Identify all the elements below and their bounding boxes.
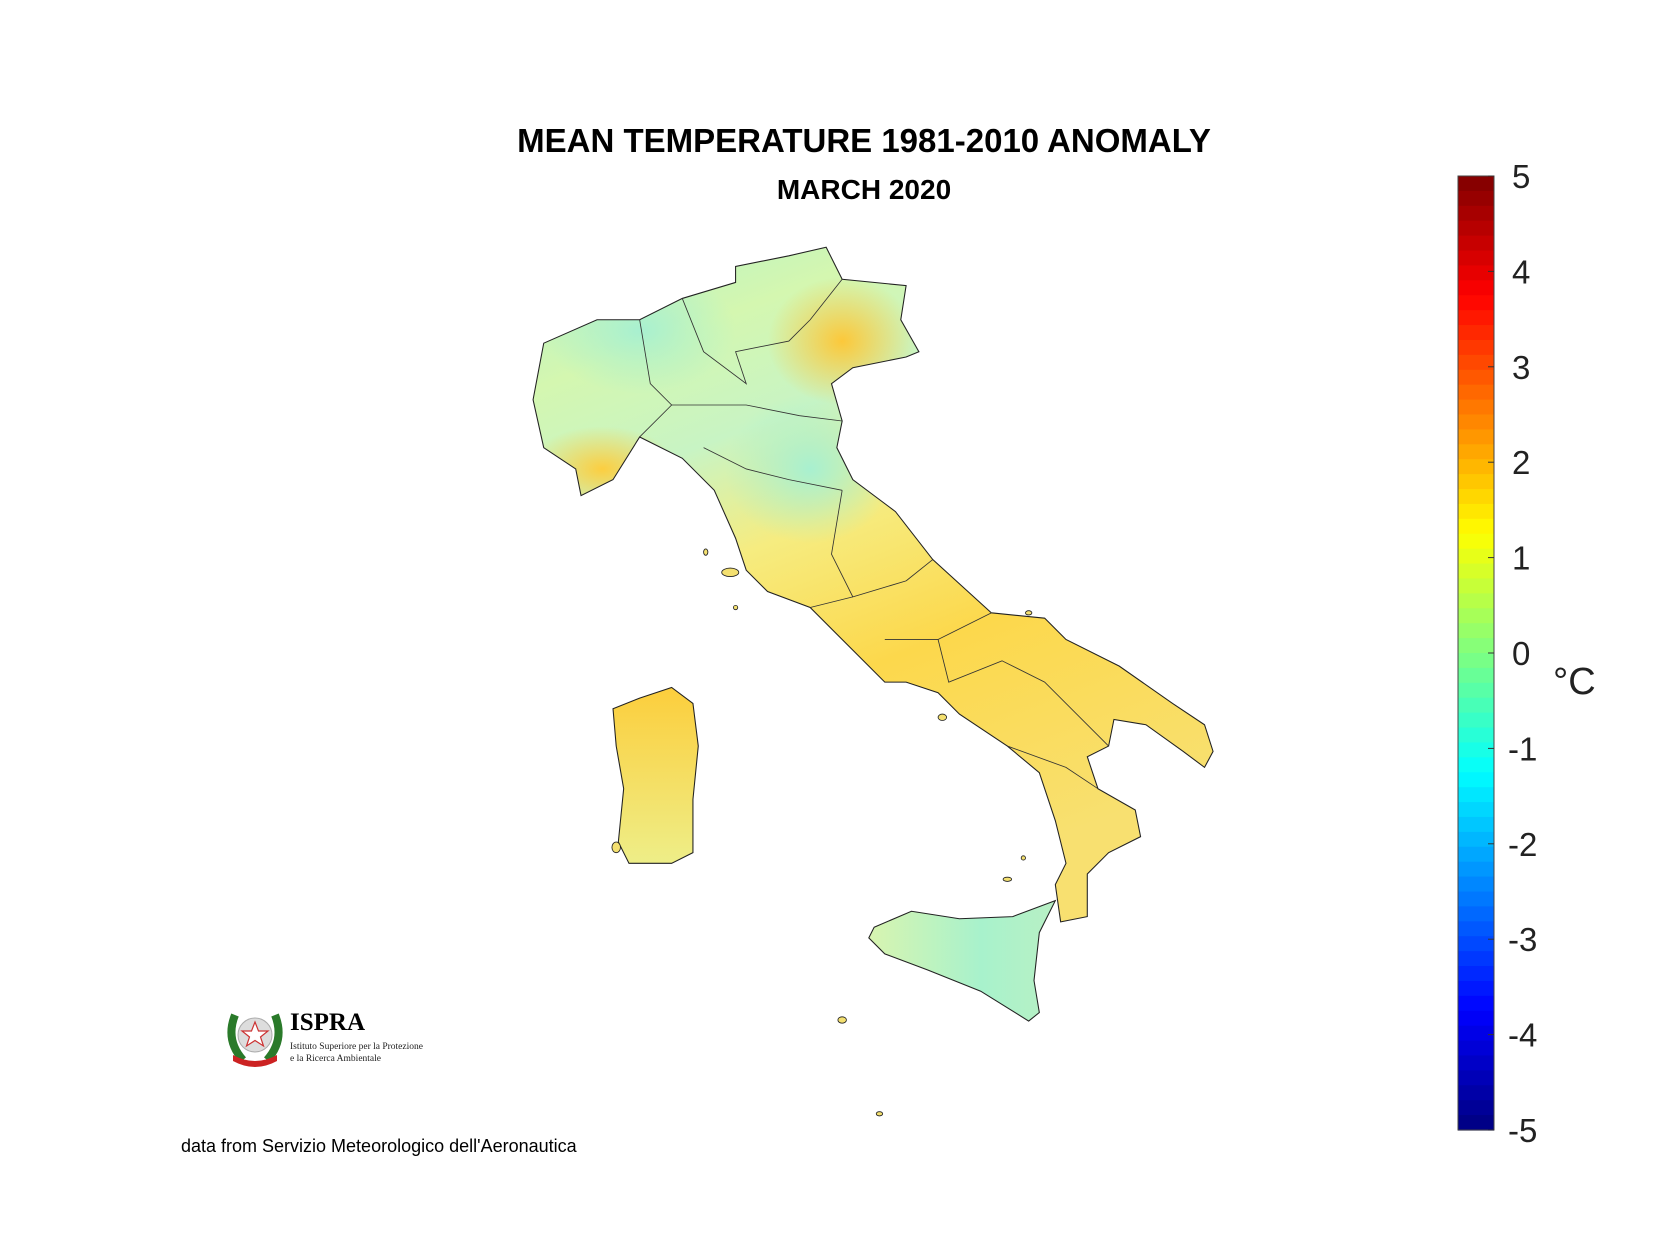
colorbar-tick-label: -5	[1508, 1112, 1537, 1149]
colorbar-segment	[1458, 712, 1494, 729]
colorbar-segment	[1458, 1085, 1494, 1101]
colorbar-segment	[1458, 831, 1494, 848]
colorbar-segment	[1458, 489, 1494, 505]
colorbar-segment	[1458, 638, 1494, 654]
colorbar-segment	[1458, 1055, 1494, 1071]
colorbar-segment	[1458, 1010, 1494, 1027]
colorbar-segment	[1458, 578, 1494, 594]
region-borders	[639, 278, 1109, 790]
colorbar-tick-label: -1	[1508, 730, 1537, 767]
colorbar-tick-label: -3	[1508, 921, 1537, 958]
ispra-logo: ISPRA Istituto Superiore per la Protezio…	[225, 1005, 455, 1075]
colorbar-segment	[1458, 1040, 1494, 1057]
colorbar-segment	[1458, 816, 1494, 833]
colorbar-segment	[1458, 742, 1494, 758]
colorbar-segment	[1458, 429, 1494, 445]
colorbar-segment	[1458, 667, 1494, 684]
colorbar-segment	[1458, 265, 1494, 281]
colorbar-segment	[1458, 772, 1494, 788]
colorbar-segment	[1458, 503, 1494, 520]
colorbar-segment	[1458, 384, 1494, 401]
colorbar-segment	[1458, 846, 1494, 863]
logo-line2: e la Ricerca Ambientale	[290, 1054, 381, 1064]
colorbar-segment	[1458, 354, 1494, 371]
colorbar-segment	[1458, 921, 1494, 937]
colorbar-segment	[1458, 414, 1494, 431]
colorbar-segment	[1458, 548, 1494, 565]
colorbar-strip	[1458, 176, 1494, 1131]
colorbar-segment	[1458, 310, 1494, 326]
colorbar-tick-label: 1	[1512, 540, 1530, 577]
colorbar-segment	[1458, 906, 1494, 922]
colorbar-segment	[1458, 339, 1494, 356]
sardinia	[612, 686, 699, 864]
colorbar-segment	[1458, 474, 1494, 490]
colorbar-segment	[1458, 951, 1494, 967]
colorbar-segment	[1458, 936, 1494, 952]
colorbar-label: °C	[1553, 661, 1596, 703]
colorbar-segment	[1458, 802, 1494, 818]
colorbar-segment	[1458, 1100, 1494, 1116]
colorbar-segment	[1458, 399, 1494, 416]
colorbar-segment	[1458, 563, 1494, 580]
colorbar-segment	[1458, 682, 1494, 699]
colorbar-segment	[1458, 876, 1494, 893]
colorbar-segment	[1458, 757, 1494, 773]
colorbar-segment	[1458, 235, 1494, 252]
colorbar-segment	[1458, 190, 1494, 207]
colorbar-segment	[1458, 220, 1494, 237]
colorbar-tick-label: 4	[1512, 253, 1530, 290]
sicily	[868, 899, 1057, 1022]
colorbar-tick-label: 3	[1512, 349, 1530, 386]
colorbar-segment	[1458, 623, 1494, 639]
colorbar-segment	[1458, 966, 1494, 982]
colorbar-segment	[1458, 653, 1494, 669]
colorbar-tick-label: 2	[1512, 444, 1530, 481]
colorbar-tick-label: 5	[1512, 158, 1530, 195]
colorbar-tick-label: 0	[1512, 635, 1530, 672]
map-subtitle: MARCH 2020	[776, 174, 952, 205]
colorbar-segment	[1458, 787, 1494, 803]
italian-emblem-icon	[227, 1013, 283, 1067]
colorbar-segment	[1458, 697, 1494, 714]
colorbar-tick-label: -4	[1508, 1017, 1537, 1054]
colorbar-segment	[1458, 995, 1494, 1012]
colorbar-segment	[1458, 1025, 1494, 1042]
colorbar-segment	[1458, 891, 1494, 908]
colorbar-segment	[1458, 980, 1494, 997]
colorbar-segment	[1458, 459, 1494, 475]
colorbar-segment	[1458, 533, 1494, 550]
colorbar-segment	[1458, 608, 1494, 624]
map-title: MEAN TEMPERATURE 1981-2010 ANOMALY	[517, 122, 1211, 159]
logo-subtitle: Istituto Superiore per la Protezione e l…	[290, 1041, 423, 1065]
logo-line1: Istituto Superiore per la Protezione	[290, 1042, 423, 1052]
colorbar-tick-label: -2	[1508, 826, 1537, 863]
colorbar-segment	[1458, 1070, 1494, 1086]
colorbar-segment	[1458, 369, 1494, 386]
colorbar-segment	[1458, 518, 1494, 535]
colorbar-segment	[1458, 593, 1494, 609]
colorbar-segment	[1458, 861, 1494, 878]
colorbar-segment	[1458, 444, 1494, 460]
colorbar-segment	[1458, 1115, 1494, 1131]
colorbar-segment	[1458, 325, 1494, 341]
logo-name: ISPRA	[290, 1009, 366, 1036]
small-islands	[611, 548, 1033, 1117]
colorbar-segment	[1458, 205, 1494, 222]
colorbar-segment	[1458, 280, 1494, 296]
colorbar-segment	[1458, 295, 1494, 311]
colorbar-segment	[1458, 727, 1494, 744]
colorbar-segment	[1458, 250, 1494, 267]
colorbar-segment	[1458, 176, 1494, 192]
data-source: data from Servizio Meteorologico dell'Ae…	[181, 1136, 577, 1156]
